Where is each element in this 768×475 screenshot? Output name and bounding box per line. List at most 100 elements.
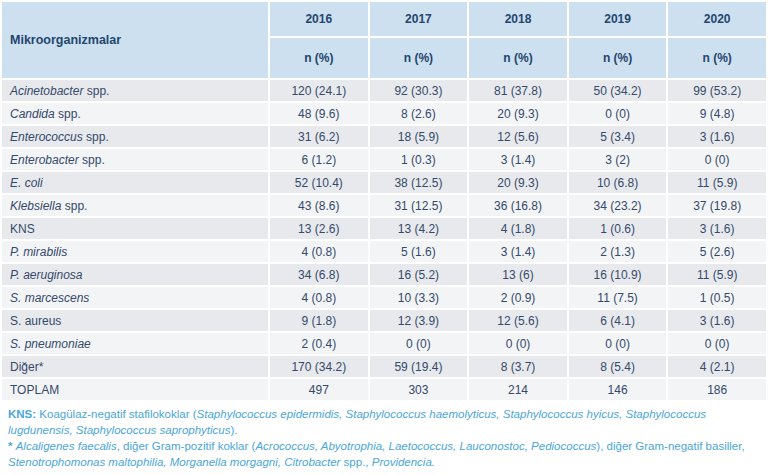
cell-value: 0 (0)	[370, 333, 468, 354]
row-label: P. mirabilis	[2, 241, 268, 262]
row-label-genus: P. mirabilis	[10, 245, 67, 259]
cell-value: 10 (6.8)	[569, 172, 667, 193]
table-header: Mikroorganizmalar 2016 2017 2018 2019 20…	[2, 2, 766, 78]
header-year-2016: 2016	[270, 2, 368, 36]
cell-value: 120 (24.1)	[270, 80, 368, 101]
row-label: S. aureus	[2, 310, 268, 331]
footnote-segment: Koagülaz-negatif stafilokoklar (	[36, 408, 196, 420]
cell-value: 1 (0.3)	[370, 149, 468, 170]
cell-value: 3 (1.6)	[668, 126, 766, 147]
row-label-genus: S. pneumoniae	[10, 337, 91, 351]
cell-value: 9 (4.8)	[668, 103, 766, 124]
cell-value: 497	[270, 379, 368, 400]
row-label-genus: P. aeruginosa	[10, 268, 83, 282]
row-label: Enterococcus spp.	[2, 126, 268, 147]
footnote-segment: Acrococcus, Abyotrophia, Laetococcus, La…	[255, 440, 596, 452]
table-row: E. coli52 (10.4)38 (12.5)20 (9.3)10 (6.8…	[2, 172, 766, 193]
footnote-segment: KNS:	[8, 408, 36, 420]
table-row: P. mirabilis4 (0.8)5 (1.6)3 (1.4)2 (1.3)…	[2, 241, 766, 262]
cell-value: 16 (10.9)	[569, 264, 667, 285]
cell-value: 0 (0)	[469, 333, 567, 354]
cell-value: 0 (0)	[668, 333, 766, 354]
cell-value: 8 (3.7)	[469, 356, 567, 377]
row-label: S. pneumoniae	[2, 333, 268, 354]
cell-value: 12 (3.9)	[370, 310, 468, 331]
cell-value: 31 (6.2)	[270, 126, 368, 147]
table-footnotes: KNS: Koagülaz-negatif stafilokoklar (Sta…	[0, 402, 768, 470]
cell-value: 1 (0.6)	[569, 218, 667, 239]
header-year-2019: 2019	[569, 2, 667, 36]
cell-value: 186	[668, 379, 766, 400]
header-microorganisms: Mikroorganizmalar	[2, 2, 268, 78]
cell-value: 6 (4.1)	[569, 310, 667, 331]
cell-value: 81 (37.8)	[469, 80, 567, 101]
cell-value: 0 (0)	[668, 149, 766, 170]
row-label: S. marcescens	[2, 287, 268, 308]
row-label: Klebsiella spp.	[2, 195, 268, 216]
cell-value: 20 (9.3)	[469, 172, 567, 193]
page: Mikroorganizmalar 2016 2017 2018 2019 20…	[0, 0, 768, 475]
row-label-genus: S. marcescens	[10, 291, 89, 305]
table-row: Acinetobacter spp.120 (24.1)92 (30.3)81 …	[2, 80, 766, 101]
row-label-genus: Acinetobacter	[10, 84, 83, 98]
cell-value: 2 (0.9)	[469, 287, 567, 308]
row-label: Enterobacter spp.	[2, 149, 268, 170]
table-row: TOPLAM497303214146186	[2, 379, 766, 400]
cell-value: 3 (1.6)	[668, 310, 766, 331]
cell-value: 34 (23.2)	[569, 195, 667, 216]
table-row: Klebsiella spp.43 (8.6)31 (12.5)36 (16.8…	[2, 195, 766, 216]
cell-value: 13 (2.6)	[270, 218, 368, 239]
footnote-segment: Providencia.	[372, 456, 435, 468]
cell-value: 3 (2)	[569, 149, 667, 170]
cell-value: 3 (1.4)	[469, 149, 567, 170]
header-unit-2020: n (%)	[668, 38, 766, 78]
footnote-segment: *	[8, 440, 16, 452]
table-row: Diğer*170 (34.2)59 (19.4)8 (3.7)8 (5.4)4…	[2, 356, 766, 377]
footnote-segment: Stenotrophomonas maltophilia, Morganella…	[8, 456, 340, 468]
cell-value: 170 (34.2)	[270, 356, 368, 377]
row-label: E. coli	[2, 172, 268, 193]
cell-value: 6 (1.2)	[270, 149, 368, 170]
cell-value: 18 (5.9)	[370, 126, 468, 147]
cell-value: 0 (0)	[569, 103, 667, 124]
header-unit-2016: n (%)	[270, 38, 368, 78]
cell-value: 9 (1.8)	[270, 310, 368, 331]
cell-value: 12 (5.6)	[469, 310, 567, 331]
row-label: KNS	[2, 218, 268, 239]
cell-value: 2 (0.4)	[270, 333, 368, 354]
cell-value: 4 (1.8)	[469, 218, 567, 239]
cell-value: 4 (0.8)	[270, 287, 368, 308]
cell-value: 99 (53.2)	[668, 80, 766, 101]
cell-value: 37 (19.8)	[668, 195, 766, 216]
cell-value: 0 (0)	[569, 333, 667, 354]
header-year-2020: 2020	[668, 2, 766, 36]
table-row: Enterococcus spp.31 (6.2)18 (5.9)12 (5.6…	[2, 126, 766, 147]
cell-value: 3 (1.6)	[668, 218, 766, 239]
cell-value: 8 (5.4)	[569, 356, 667, 377]
cell-value: 5 (2.6)	[668, 241, 766, 262]
cell-value: 34 (6.8)	[270, 264, 368, 285]
cell-value: 11 (5.9)	[668, 172, 766, 193]
footnote-line: KNS: Koagülaz-negatif stafilokoklar (Sta…	[8, 407, 760, 438]
row-label: TOPLAM	[2, 379, 268, 400]
cell-value: 50 (34.2)	[569, 80, 667, 101]
cell-value: 52 (10.4)	[270, 172, 368, 193]
cell-value: 146	[569, 379, 667, 400]
cell-value: 11 (7.5)	[569, 287, 667, 308]
footnote-segment: , diğer Gram-pozitif koklar (	[117, 440, 256, 452]
table-row: Enterobacter spp.6 (1.2)1 (0.3)3 (1.4)3 …	[2, 149, 766, 170]
row-label-genus: Klebsiella	[10, 199, 61, 213]
cell-value: 5 (1.6)	[370, 241, 468, 262]
cell-value: 4 (2.1)	[668, 356, 766, 377]
row-label: Diğer*	[2, 356, 268, 377]
header-year-2017: 2017	[370, 2, 468, 36]
table-row: S. aureus9 (1.8)12 (3.9)12 (5.6)6 (4.1)3…	[2, 310, 766, 331]
cell-value: 11 (5.9)	[668, 264, 766, 285]
footnote-segment: Alcaligenes faecalis	[16, 440, 117, 452]
row-label: Candida spp.	[2, 103, 268, 124]
cell-value: 59 (19.4)	[370, 356, 468, 377]
cell-value: 13 (6)	[469, 264, 567, 285]
cell-value: 3 (1.4)	[469, 241, 567, 262]
table-row: S. pneumoniae2 (0.4)0 (0)0 (0)0 (0)0 (0)	[2, 333, 766, 354]
cell-value: 12 (5.6)	[469, 126, 567, 147]
